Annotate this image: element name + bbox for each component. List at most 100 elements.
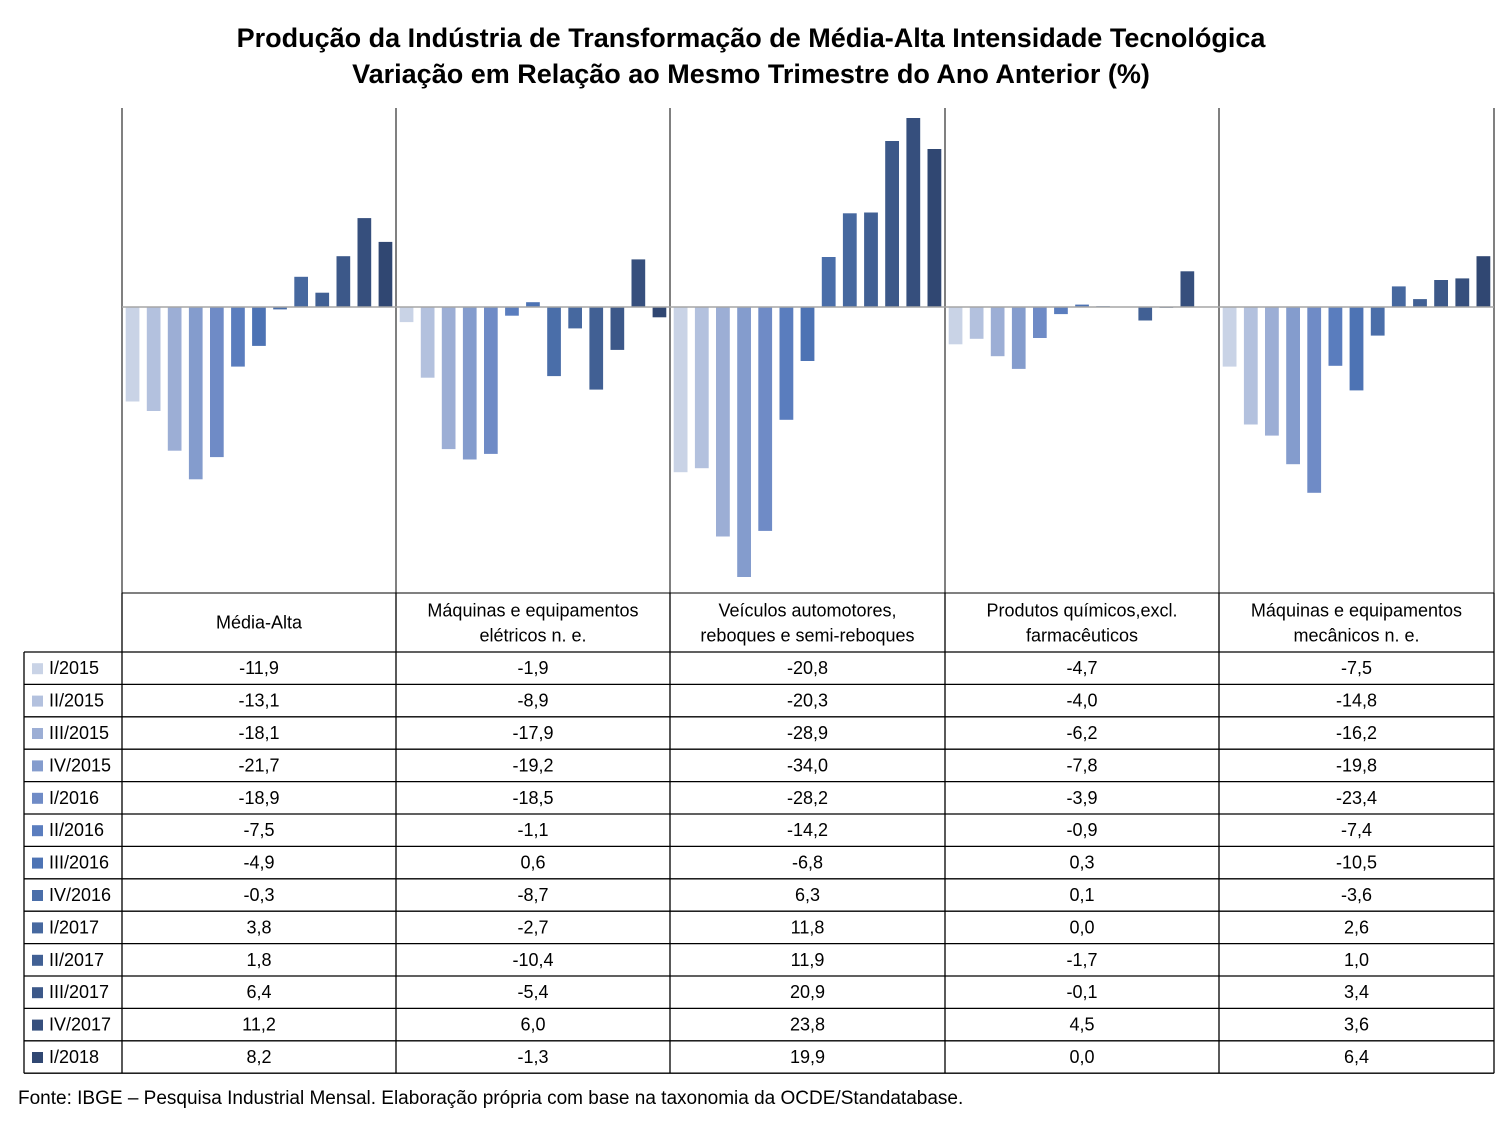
bar — [610, 307, 625, 350]
bar — [1054, 307, 1068, 315]
legend-key — [32, 695, 43, 707]
data-label: 23,8 — [790, 1015, 825, 1035]
data-label: -13,1 — [238, 691, 279, 711]
legend-key — [32, 1019, 43, 1031]
data-label: -18,1 — [238, 723, 279, 743]
data-label: -28,2 — [787, 788, 828, 808]
bar — [842, 213, 857, 307]
bar — [1476, 256, 1491, 307]
data-label: -1,9 — [517, 658, 548, 678]
bar — [462, 307, 477, 460]
series-name: I/2018 — [49, 1047, 99, 1067]
bar — [1180, 271, 1195, 307]
data-label: -4,0 — [1066, 691, 1097, 711]
bar — [336, 256, 351, 307]
bar — [188, 307, 203, 480]
bar — [885, 141, 899, 307]
data-label: -5,4 — [517, 982, 548, 1002]
bar — [210, 307, 224, 458]
data-label: 20,9 — [790, 982, 825, 1002]
legend-key — [32, 792, 43, 804]
data-label: 19,9 — [790, 1047, 825, 1067]
bar — [927, 149, 942, 307]
data-label: -8,7 — [517, 885, 548, 905]
bar — [737, 307, 751, 577]
data-label: -6,8 — [792, 853, 823, 873]
data-label: 11,8 — [791, 917, 825, 937]
bar — [568, 307, 582, 329]
data-label: -1,3 — [517, 1047, 548, 1067]
bar — [758, 307, 773, 531]
data-label: 0,0 — [1069, 1047, 1094, 1067]
category-label: Média-Alta — [216, 613, 303, 633]
data-label: -0,9 — [1066, 820, 1097, 840]
bar — [125, 307, 140, 402]
data-label: -3,6 — [1341, 885, 1372, 905]
bar — [252, 307, 266, 346]
bar — [631, 259, 646, 307]
bar — [547, 307, 561, 377]
data-label: -1,7 — [1066, 950, 1097, 970]
legend-key — [32, 825, 43, 837]
data-label: 3,4 — [1344, 982, 1369, 1002]
series-name: IV/2016 — [49, 885, 111, 905]
bar — [146, 307, 161, 411]
data-label: -0,3 — [243, 885, 274, 905]
chart-title: Produção da Indústria de Transformação d… — [0, 20, 1502, 92]
data-label: -7,5 — [243, 820, 274, 840]
bar — [273, 307, 287, 310]
data-label: -4,7 — [1066, 658, 1097, 678]
data-label: -17,9 — [512, 723, 553, 743]
bar — [864, 212, 878, 307]
bar — [906, 118, 921, 307]
data-label: 0,0 — [1069, 917, 1094, 937]
bar — [1286, 307, 1300, 465]
data-label: -34,0 — [787, 755, 828, 775]
bar — [167, 307, 182, 451]
bar — [969, 307, 984, 339]
data-label: 11,2 — [242, 1015, 276, 1035]
bar — [441, 307, 456, 450]
bar — [1391, 286, 1406, 307]
data-label: -6,2 — [1066, 723, 1097, 743]
data-label: 6,0 — [520, 1015, 545, 1035]
series-name: I/2017 — [49, 917, 99, 937]
bar — [294, 276, 308, 307]
data-label: -23,4 — [1336, 788, 1377, 808]
bar — [821, 257, 836, 307]
bar — [673, 307, 688, 473]
bar — [1033, 307, 1047, 338]
bar — [231, 307, 245, 367]
series-name: I/2016 — [49, 788, 99, 808]
bar — [800, 307, 815, 361]
bar — [1370, 307, 1385, 336]
bar — [378, 241, 393, 307]
bar — [1349, 307, 1364, 391]
legend-key — [32, 663, 43, 675]
data-label: 3,8 — [246, 917, 271, 937]
bar — [1138, 307, 1153, 321]
data-label: -14,2 — [787, 820, 828, 840]
data-label: -3,9 — [1066, 788, 1097, 808]
data-label: 0,1 — [1069, 885, 1094, 905]
bar — [1413, 299, 1427, 307]
series-name: II/2015 — [49, 691, 104, 711]
bar — [315, 292, 330, 307]
data-label: -18,5 — [512, 788, 553, 808]
category-label: elétricos n. e. — [479, 626, 586, 646]
data-label: 2,6 — [1344, 917, 1369, 937]
data-label: 3,6 — [1344, 1015, 1369, 1035]
title-line-2: Variação em Relação ao Mesmo Trimestre d… — [352, 59, 1150, 89]
data-label: -19,2 — [512, 755, 553, 775]
data-label: -20,3 — [787, 691, 828, 711]
data-label: -7,4 — [1341, 820, 1372, 840]
data-label: -7,8 — [1066, 755, 1097, 775]
series-name: III/2017 — [49, 982, 109, 1002]
data-label: -2,7 — [517, 917, 548, 937]
legend-key — [32, 922, 43, 934]
bar — [716, 307, 730, 537]
legend-key — [32, 857, 43, 869]
bar — [357, 218, 372, 307]
data-label: 0,3 — [1069, 853, 1094, 873]
data-label: -7,5 — [1341, 658, 1372, 678]
